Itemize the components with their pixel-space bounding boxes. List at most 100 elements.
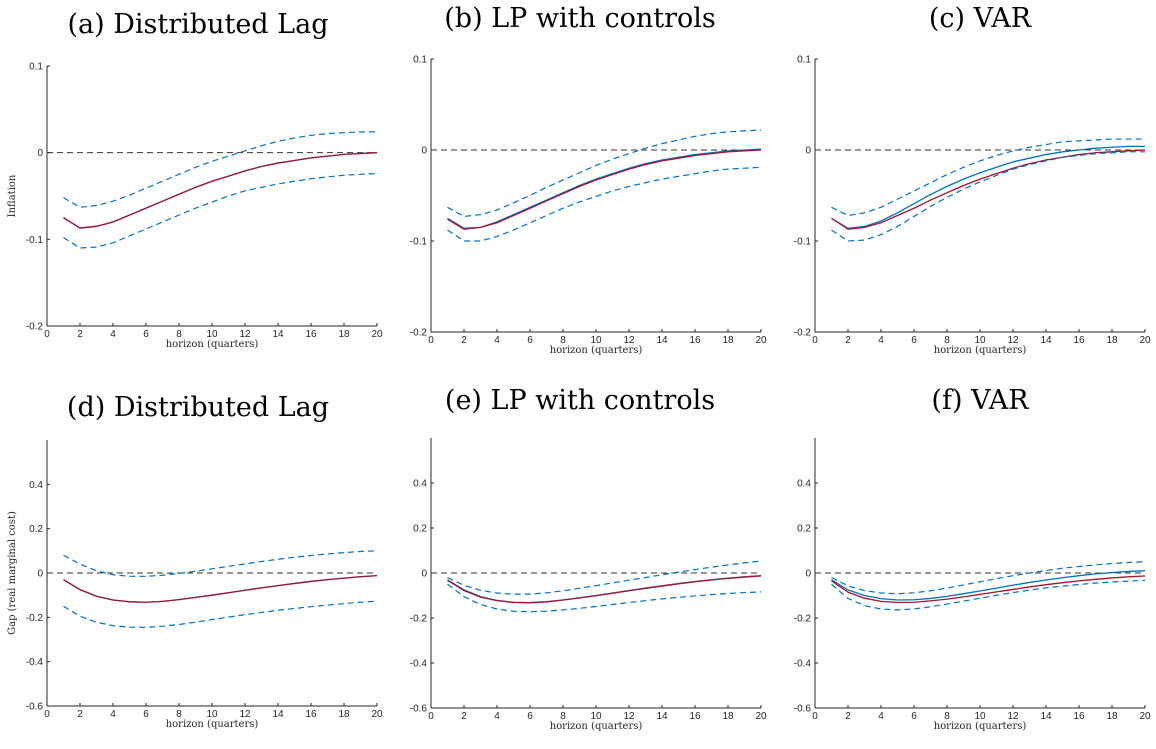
x-tick-label: 14 [1040,711,1052,722]
x-tick-label: 2 [461,711,467,722]
x-tick-label: 10 [590,711,602,722]
y-tick-label: 0.4 [29,480,43,491]
y-tick-label: -0.2 [26,613,44,624]
x-tick-label: 6 [911,711,917,722]
x-tick-label: 0 [44,709,50,720]
series-line-lower [831,151,1145,242]
y-tick-label: -0.6 [794,704,812,715]
series-line-true [63,152,378,229]
x-axis-label: horizon (quarters) [166,339,259,350]
x-tick-label: 8 [176,709,182,720]
x-tick-label: 12 [239,329,251,340]
y-tick-label: 0.2 [413,524,427,535]
series-line-upper [63,550,378,577]
series-line-estimate [447,149,762,230]
series-line-estimate [63,152,378,229]
x-tick-label: 16 [689,335,701,346]
x-tick-label: 18 [1106,711,1118,722]
x-axis-label: horizon (quarters) [550,345,643,356]
x-tick-label: 20 [1139,711,1151,722]
x-tick-label: 6 [911,335,917,346]
series-line-estimate [447,575,762,604]
series-line-upper [447,560,762,595]
x-tick-label: 12 [623,711,635,722]
y-tick-label: -0.4 [26,657,44,668]
x-tick-label: 14 [656,711,668,722]
x-tick-label: 14 [272,709,284,720]
y-tick-label: 0 [805,569,811,580]
x-tick-label: 10 [206,709,218,720]
x-tick-label: 8 [944,335,950,346]
x-tick-label: 12 [1007,711,1019,722]
y-tick-label: -0.4 [410,659,428,670]
x-tick-label: 0 [812,335,818,346]
series-line-lower [831,579,1146,611]
x-tick-label: 20 [755,335,767,346]
x-tick-label: 8 [176,329,182,340]
y-tick-label: 0.4 [797,479,811,490]
panel-1: (b) LP with controls 0 2 4 6 8 10 12 14 16 18 20 -0.… [410,3,767,356]
x-tick-label: 6 [527,335,533,346]
y-tick-label: 0.2 [797,524,811,535]
series-line-true [447,148,762,229]
series-line-estimate [831,149,1146,230]
x-tick-label: 12 [239,709,251,720]
x-tick-label: 20 [755,711,767,722]
x-tick-label: 2 [77,329,83,340]
x-tick-label: 2 [845,711,851,722]
panel-title: (e) LP with controls [445,385,715,416]
x-tick-label: 6 [143,709,149,720]
x-tick-label: 14 [272,329,284,340]
x-tick-label: 10 [974,335,986,346]
x-tick-label: 2 [845,335,851,346]
x-tick-label: 20 [371,709,383,720]
x-tick-label: 12 [1007,335,1019,346]
y-tick-label: 0 [805,146,811,157]
x-tick-label: 18 [722,335,734,346]
y-tick-label: -0.1 [410,237,428,248]
x-tick-label: 2 [77,709,83,720]
x-tick-label: 16 [1073,711,1085,722]
y-axis-label: Gap (real marginal cost) [7,511,18,635]
x-tick-label: 0 [428,711,434,722]
y-tick-label: -0.1 [794,237,812,248]
series-line-lower [63,600,378,628]
panel-0: (a) Distributed Lag 0 2 4 6 8 10 12 14 16 18 20 -0.2… [7,9,383,350]
series-line-upper [831,138,1145,217]
x-axis-label: horizon (quarters) [550,721,643,732]
series-line-lower [63,172,378,249]
series-line-upper [63,131,377,208]
x-tick-label: 4 [878,711,884,722]
x-tick-label: 8 [560,711,566,722]
x-tick-label: 2 [461,335,467,346]
x-tick-label: 16 [305,329,317,340]
y-tick-label: 0.1 [413,55,427,66]
y-tick-label: 0 [421,569,427,580]
x-tick-label: 16 [305,709,317,720]
y-tick-label: -0.1 [26,235,44,246]
x-tick-label: 20 [1139,335,1151,346]
y-tick-label: 0 [37,569,43,580]
panel-4: (e) LP with controls 0 2 4 6 8 10 12 14 16 18 20 -0.… [410,385,767,732]
x-tick-label: 8 [944,711,950,722]
y-tick-label: 0 [37,148,43,159]
y-tick-label: -0.2 [794,614,812,625]
x-tick-label: 6 [527,711,533,722]
panel-5: (f) VAR 0 2 4 6 8 10 12 14 16 18 20 -0.6 -0.4 -0.2 0 0.2… [794,385,1151,732]
x-tick-label: 4 [494,335,500,346]
x-tick-label: 10 [974,711,986,722]
x-tick-label: 4 [494,711,500,722]
x-tick-label: 0 [428,335,434,346]
x-tick-label: 4 [878,335,884,346]
y-tick-label: -0.2 [794,328,812,339]
y-tick-label: 0.1 [797,55,811,66]
y-axis-label: Inflation [7,174,18,217]
panel-title: (a) Distributed Lag [68,9,329,40]
series-line-true [831,145,1145,229]
series-line-upper [447,129,762,218]
x-axis-label: horizon (quarters) [166,719,259,730]
y-tick-label: -0.2 [410,328,428,339]
x-tick-label: 16 [1073,335,1085,346]
x-tick-label: 8 [560,335,566,346]
